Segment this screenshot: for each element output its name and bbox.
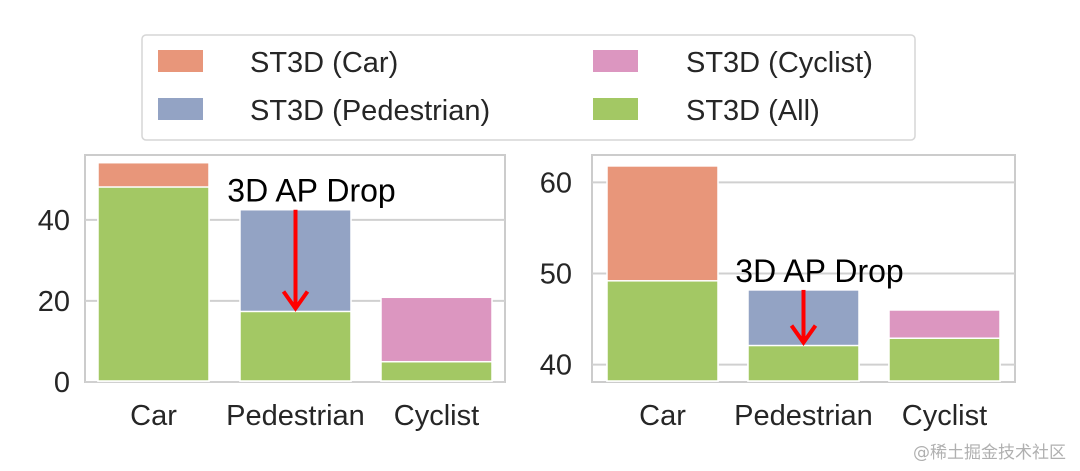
legend-label-pedestrian: ST3D (Pedestrian)	[250, 95, 490, 127]
y-tick-label-60: 60	[540, 167, 572, 199]
bar-st3d-all-cyclist	[380, 360, 493, 382]
y-tick-label-40: 40	[38, 205, 70, 237]
drop-arrow-head	[281, 290, 310, 312]
x-tick-label-car: Car	[130, 400, 177, 432]
x-tick-label-pedestrian: Pedestrian	[734, 400, 873, 432]
annotation-3d-ap-drop: 3D AP Drop	[735, 253, 903, 289]
legend-label-all: ST3D (All)	[686, 95, 820, 127]
bar-st3d-all-pedestrian	[747, 344, 860, 382]
legend: ST3D (Car) ST3D (Cyclist) ST3D (Pedestri…	[141, 34, 916, 141]
legend-swatch-cyclist	[593, 50, 638, 72]
legend-swatch-pedestrian	[158, 98, 203, 120]
x-tick-label-pedestrian: Pedestrian	[226, 400, 365, 432]
bar-st3d-all-cyclist	[888, 337, 1001, 382]
legend-label-car: ST3D (Car)	[250, 47, 398, 79]
y-tick-label-40: 40	[540, 350, 572, 382]
x-tick-label-cyclist: Cyclist	[394, 400, 479, 432]
bar-st3d-all-pedestrian	[239, 310, 352, 382]
bar-st3d-all-car	[606, 280, 719, 382]
x-tick-label-car: Car	[639, 400, 686, 432]
drop-arrow-head	[789, 324, 818, 347]
y-tick-label-20: 20	[38, 286, 70, 318]
legend-frame	[141, 34, 916, 141]
legend-swatch-all	[593, 98, 638, 120]
watermark: @稀土掘金技术社区	[913, 443, 1066, 463]
y-tick-label-50: 50	[540, 259, 572, 291]
legend-swatch-car	[158, 50, 203, 72]
right-chart: 40 50 60 Car Pedestrian Cyclist 3D AP Drop	[540, 154, 1016, 432]
x-tick-label-cyclist: Cyclist	[902, 400, 987, 432]
y-tick-label-0: 0	[54, 367, 70, 399]
bar-st3d-all-car	[97, 186, 210, 382]
left-chart: 0 20 40 Car Pedestrian Cyclist 3D AP Drop	[38, 154, 506, 432]
legend-label-cyclist: ST3D (Cyclist)	[686, 47, 873, 79]
annotation-3d-ap-drop: 3D AP Drop	[227, 173, 395, 209]
